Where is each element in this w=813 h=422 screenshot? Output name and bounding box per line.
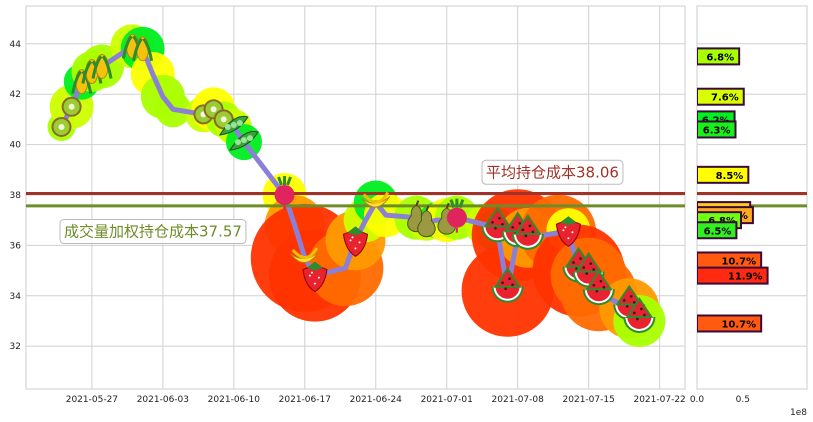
x-tick-label: 2021-07-22 (633, 395, 685, 405)
peas-icon (218, 115, 249, 136)
chip-bar-label: 8.5% (716, 171, 744, 182)
side-axis-labels: 0.0 0.5 1e8 (690, 395, 807, 418)
banana-icon (290, 247, 320, 263)
watermelon-icon (491, 266, 524, 303)
chip-bar (697, 221, 738, 240)
chip-bar (697, 266, 769, 285)
chip-bar (697, 87, 745, 106)
x-tick-label: 2021-07-15 (563, 395, 615, 405)
cost-line-label: 平均持仓成本38.06 (486, 163, 619, 181)
corn-icon (132, 36, 154, 62)
corn-icon (91, 53, 113, 79)
side-x-tick-label: 0.5 (736, 395, 750, 405)
banana-icon (361, 191, 391, 208)
chip-bar-label: 10.7% (721, 256, 756, 267)
chip-bar (697, 120, 737, 139)
cost-line-label: 成交量加权持仓成本37.57 (64, 223, 242, 241)
pear-icon (417, 205, 436, 238)
x-tick-label: 2021-07-01 (421, 395, 473, 405)
y-tick-label: 32 (10, 342, 21, 352)
chip-bar-label: 7.6% (711, 93, 739, 104)
watermelon-icon (623, 297, 656, 333)
chip-bar-label: 6.8% (706, 52, 734, 63)
chip-bar-label: 10.7% (721, 319, 756, 330)
x-tick-label: 2021-07-08 (492, 395, 545, 405)
side-x-multiplier: 1e8 (790, 408, 807, 418)
side-x-tick-label: 0.0 (690, 395, 705, 405)
axis-labels: 32 34 36 38 40 42 44 2021-05-27 2021-06-03 2021-0… (10, 40, 686, 405)
x-tick-label: 2021-06-03 (137, 395, 189, 405)
strawberry-icon (342, 226, 369, 257)
kiwi-icon (51, 116, 72, 137)
y-tick-label: 40 (10, 141, 22, 151)
watermelon-icon (511, 214, 544, 250)
chip-bar (697, 165, 750, 184)
y-tick-label: 44 (10, 40, 22, 50)
radish-icon (274, 175, 295, 210)
peas-icon (228, 130, 259, 151)
y-tick-label: 38 (10, 191, 22, 201)
y-tick-label: 34 (10, 292, 22, 302)
cost-lines-layer: 平均持仓成本38.06 成交量加权持仓成本37.57 (26, 159, 807, 245)
watermelon-icon (582, 269, 615, 306)
strawberry-icon (555, 216, 581, 247)
x-tick-label: 2021-05-27 (66, 395, 118, 405)
chip-bar-label: 11.9% (728, 272, 763, 283)
x-tick-label: 2021-06-10 (208, 395, 261, 405)
chip-bar-label: 6.3% (703, 125, 731, 136)
x-tick-label: 2021-06-17 (279, 395, 331, 405)
kiwi-icon (61, 96, 82, 117)
y-tick-label: 42 (10, 90, 21, 100)
cost-line-label-box (59, 219, 247, 245)
fruit-icons-layer (51, 33, 656, 333)
chip-bar (697, 47, 741, 66)
radish-icon (446, 198, 467, 233)
y-tick-label: 36 (10, 241, 22, 251)
chip-bar (697, 314, 763, 333)
strawberry-icon (302, 261, 328, 293)
chip-bar-label: 6.5% (704, 226, 732, 237)
cost-line-label-box (481, 159, 624, 185)
chip-distribution-bars: 6.8%7.6%6.2%6.3%8.5%8.7%9.2%6.8%6.5%10.7… (697, 47, 769, 333)
x-tick-label: 2021-06-24 (350, 395, 403, 405)
